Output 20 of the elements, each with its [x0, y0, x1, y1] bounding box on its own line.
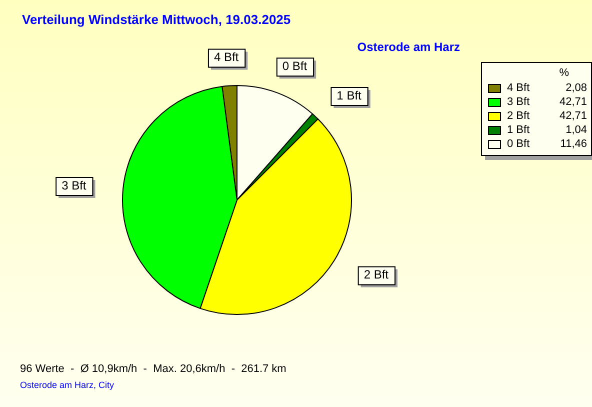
slice-label: 3 Bft	[62, 178, 87, 192]
data-label: 2,08	[564, 82, 587, 94]
legend-title: %	[558, 67, 570, 79]
slice-label: 1 Bft	[336, 88, 362, 102]
text: 96 Werte - Ø 10,9km/h - Max. 20,6km/h - 261.7 km	[20, 363, 286, 375]
chart-subtitle: Osterode am Harz	[356, 40, 460, 54]
legend-label: 1 Bft	[507, 124, 531, 136]
slice-label: 4 Bft	[214, 50, 240, 64]
chart-title: Verteilung Windstärke Mittwoch, 19.03.2025	[22, 12, 291, 27]
slice-label: 2 Bft	[364, 268, 390, 282]
legend-label: 3 Bft	[507, 96, 531, 108]
legend-label: 2 Bft	[507, 110, 531, 122]
data-label: 1,04	[564, 124, 587, 136]
text: Osterode am Harz, City	[20, 380, 114, 390]
data-label: 42,71	[558, 96, 587, 108]
legend-label: 4 Bft	[507, 82, 531, 94]
legend-label: 0 Bft	[507, 138, 531, 150]
slice-label: 0 Bft	[282, 58, 308, 73]
data-label: 11,46	[559, 138, 587, 150]
data-label: 42,71	[558, 110, 587, 122]
